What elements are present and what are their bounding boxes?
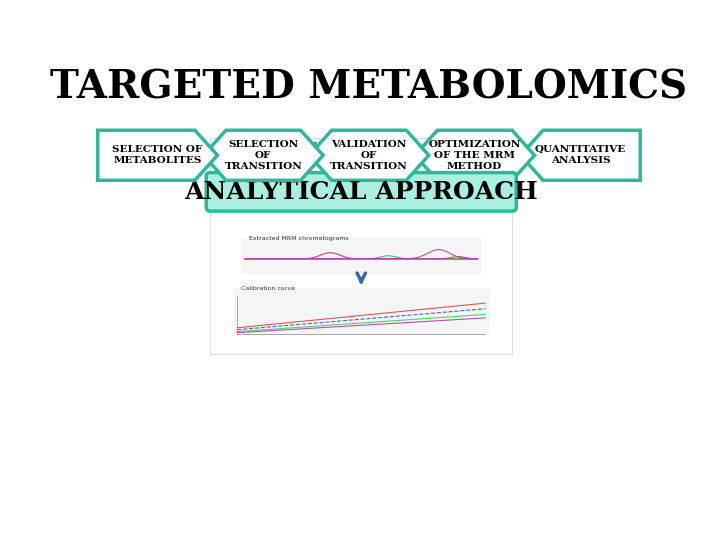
Text: ANALYTICAL APPROACH: ANALYTICAL APPROACH [184, 180, 538, 204]
Text: Extracted MRM chromatograms: Extracted MRM chromatograms [249, 237, 348, 241]
Bar [241, 238, 482, 273]
Circle shape [394, 173, 398, 177]
Circle shape [394, 180, 398, 185]
Text: SELECTION
OF
TRANSITION: SELECTION OF TRANSITION [225, 140, 302, 171]
Text: QUANTITATIVE
ANALYSIS: QUANTITATIVE ANALYSIS [535, 145, 626, 165]
Text: VALIDATION
OF
TRANSITION: VALIDATION OF TRANSITION [330, 140, 408, 171]
Bar [210, 138, 513, 354]
Bar [427, 187, 474, 193]
FancyBboxPatch shape [206, 173, 516, 211]
Bar [354, 187, 400, 193]
Text: Q 1: Q 1 [302, 142, 319, 152]
Text: TARGETED METABOLOMICS: TARGETED METABOLOMICS [50, 69, 688, 107]
Polygon shape [309, 130, 429, 180]
Bar [503, 170, 513, 184]
Polygon shape [204, 130, 323, 180]
Polygon shape [521, 130, 640, 180]
Polygon shape [415, 130, 534, 180]
Polygon shape [98, 130, 217, 180]
Text: Q 2: Q 2 [368, 142, 385, 152]
Text: Q 3: Q 3 [442, 142, 459, 152]
Bar [233, 288, 489, 334]
Bar [287, 187, 334, 193]
Bar [427, 155, 474, 161]
Circle shape [394, 188, 398, 193]
Bar [287, 155, 334, 161]
Text: Detector: Detector [488, 151, 518, 157]
Circle shape [445, 167, 456, 178]
Text: OPTIMIZATION
OF THE MRM
METHOD: OPTIMIZATION OF THE MRM METHOD [428, 140, 521, 171]
Text: SELECTION OF
METABOLITES: SELECTION OF METABOLITES [112, 145, 203, 165]
Circle shape [445, 180, 456, 191]
Bar [490, 157, 516, 195]
Text: Calibration curve: Calibration curve [241, 286, 295, 292]
Circle shape [373, 174, 381, 182]
Bar [492, 165, 502, 190]
Circle shape [394, 165, 398, 170]
Bar [354, 155, 400, 161]
